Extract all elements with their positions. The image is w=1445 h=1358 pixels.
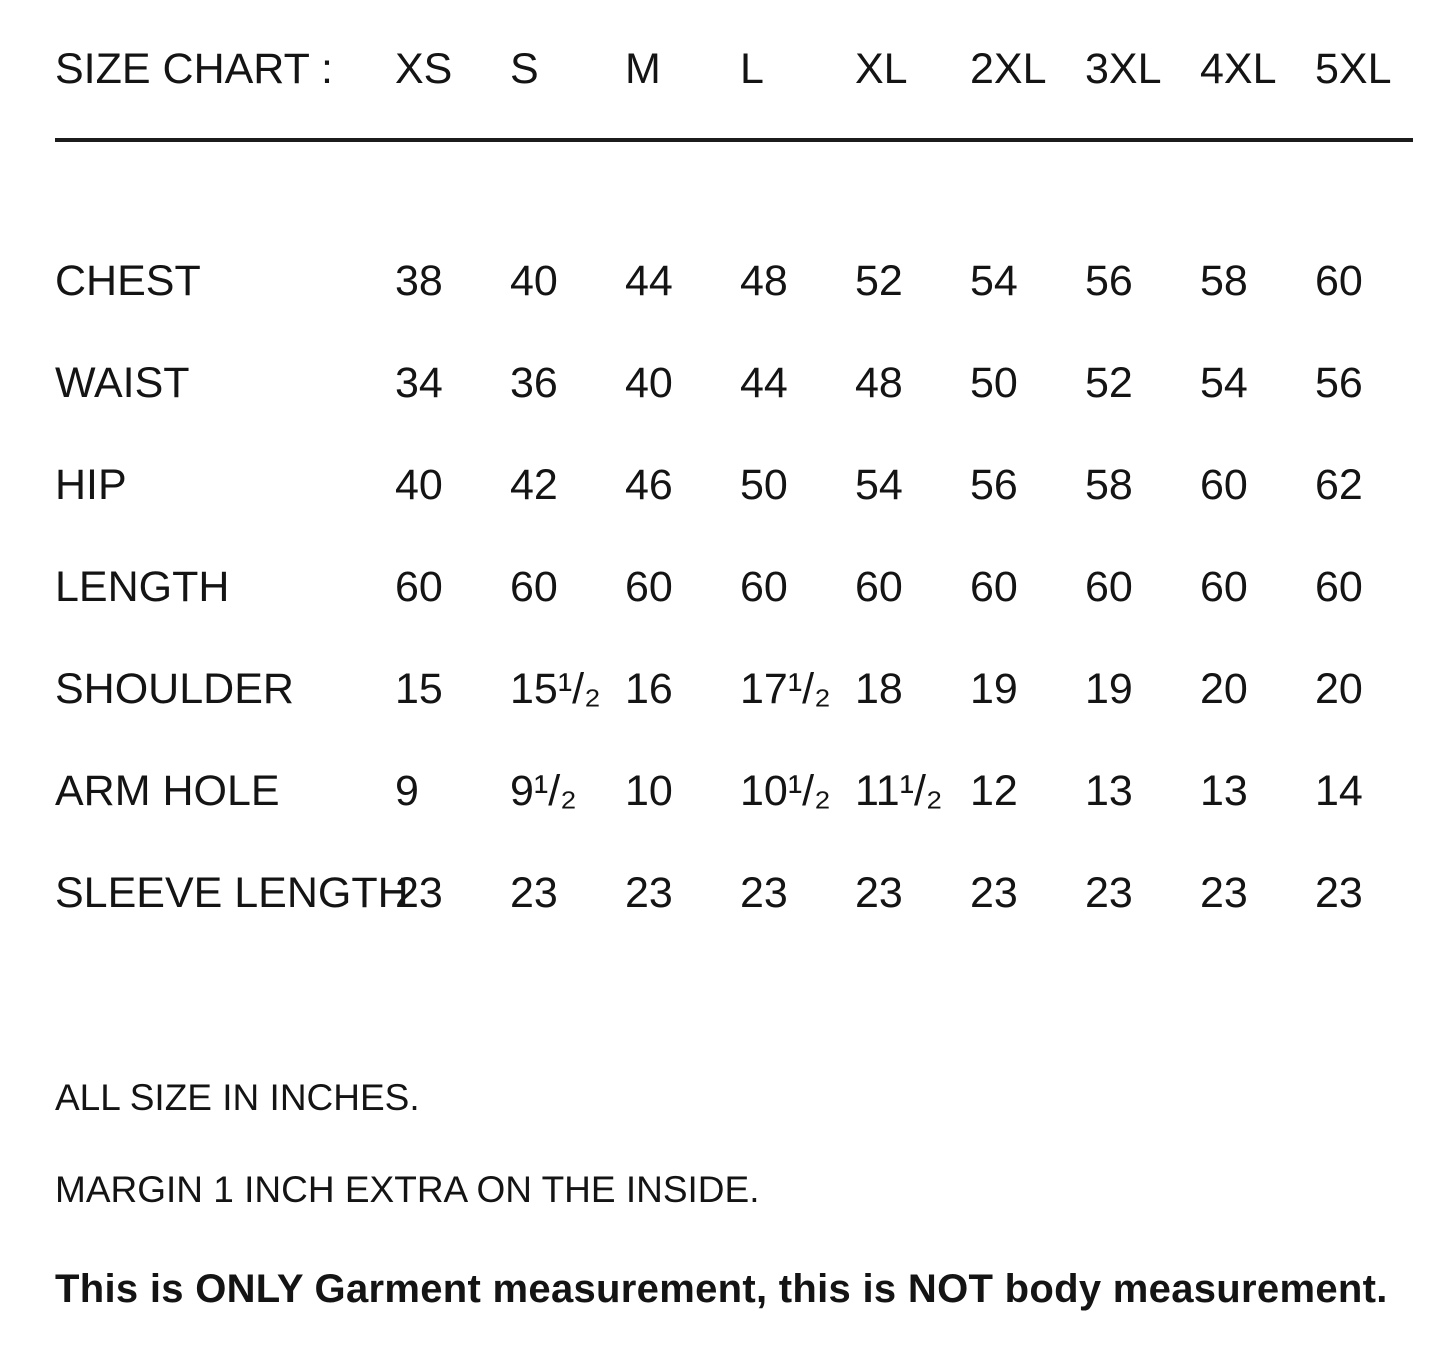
- cell-value: 58: [1085, 460, 1133, 509]
- size-column-l: L: [740, 44, 764, 93]
- cell-value: 60: [855, 562, 903, 611]
- size-column-m: M: [625, 44, 661, 93]
- cell-value: 56: [1315, 358, 1363, 407]
- cell-value: 12: [970, 766, 1018, 815]
- size-column-xs: XS: [395, 44, 453, 93]
- cell-value: 23: [970, 868, 1018, 917]
- cell-value: 23: [510, 868, 558, 917]
- size-column-5xl: 5XL: [1315, 44, 1392, 93]
- cell-value: 62: [1315, 460, 1363, 509]
- row-label: SHOULDER: [55, 664, 294, 713]
- cell-value: 44: [740, 358, 788, 407]
- cell-value: 10: [625, 766, 673, 815]
- cell-value: 15¹/₂: [510, 664, 601, 713]
- row-label: HIP: [55, 460, 127, 509]
- cell-value: 60: [1200, 562, 1248, 611]
- cell-value: 15: [395, 664, 443, 713]
- measurement-row-length: LENGTH 60 60 60 60 60 60 60 60 60: [55, 536, 1445, 638]
- note-garment-not-body-measurement: This is ONLY Garment measurement, this i…: [55, 1266, 1388, 1311]
- cell-value: 13: [1085, 766, 1133, 815]
- cell-value: 19: [970, 664, 1018, 713]
- cell-value: 46: [625, 460, 673, 509]
- measurement-row-chest: CHEST 38 40 44 48 52 54 56 58 60: [55, 230, 1445, 332]
- cell-value: 23: [1200, 868, 1248, 917]
- row-label: SLEEVE LENGTH: [55, 868, 409, 917]
- cell-value: 23: [1315, 868, 1363, 917]
- header-divider-line: [55, 138, 1413, 142]
- row-label: LENGTH: [55, 562, 230, 611]
- cell-value: 40: [510, 256, 558, 305]
- cell-value: 11¹/₂: [855, 766, 943, 815]
- cell-value: 60: [1315, 562, 1363, 611]
- cell-value: 23: [395, 868, 443, 917]
- cell-value: 38: [395, 256, 443, 305]
- cell-value: 60: [1315, 256, 1363, 305]
- cell-value: 10¹/₂: [740, 766, 831, 815]
- size-column-2xl: 2XL: [970, 44, 1047, 93]
- cell-value: 40: [625, 358, 673, 407]
- cell-value: 60: [740, 562, 788, 611]
- cell-value: 16: [625, 664, 673, 713]
- cell-value: 60: [510, 562, 558, 611]
- cell-value: 52: [855, 256, 903, 305]
- cell-value: 9: [395, 766, 419, 815]
- cell-value: 18: [855, 664, 903, 713]
- measurement-row-sleeve-length: SLEEVE LENGTH 23 23 23 23 23 23 23 23 23: [55, 842, 1445, 944]
- cell-value: 54: [970, 256, 1018, 305]
- measurement-row-shoulder: SHOULDER 15 15¹/₂ 16 17¹/₂ 18 19 19 20 2…: [55, 638, 1445, 740]
- cell-value: 42: [510, 460, 558, 509]
- cell-value: 23: [1085, 868, 1133, 917]
- cell-value: 19: [1085, 664, 1133, 713]
- footnotes: ALL SIZE IN INCHES. MARGIN 1 INCH EXTRA …: [55, 1076, 1445, 1313]
- cell-value: 60: [1200, 460, 1248, 509]
- measurement-row-waist: WAIST 34 36 40 44 48 50 52 54 56: [55, 332, 1445, 434]
- cell-value: 34: [395, 358, 443, 407]
- cell-value: 40: [395, 460, 443, 509]
- cell-value: 60: [625, 562, 673, 611]
- cell-value: 50: [970, 358, 1018, 407]
- cell-value: 23: [625, 868, 673, 917]
- cell-value: 14: [1315, 766, 1363, 815]
- note-all-sizes-in-inches: ALL SIZE IN INCHES.: [55, 1077, 420, 1118]
- note-margin-extra-inside: MARGIN 1 INCH EXTRA ON THE INSIDE.: [55, 1169, 760, 1211]
- size-column-s: S: [510, 44, 539, 93]
- cell-value: 23: [740, 868, 788, 917]
- cell-value: 20: [1315, 664, 1363, 713]
- size-column-xl: XL: [855, 44, 908, 93]
- cell-value: 20: [1200, 664, 1248, 713]
- size-chart-header-row: SIZE CHART : XS S M L XL 2XL 3XL 4XL 5XL: [55, 46, 1445, 92]
- cell-value: 52: [1085, 358, 1133, 407]
- row-label: WAIST: [55, 358, 190, 407]
- cell-value: 60: [970, 562, 1018, 611]
- cell-value: 60: [395, 562, 443, 611]
- cell-value: 54: [1200, 358, 1248, 407]
- cell-value: 36: [510, 358, 558, 407]
- cell-value: 50: [740, 460, 788, 509]
- size-chart-title: SIZE CHART :: [55, 44, 333, 93]
- measurement-row-hip: HIP 40 42 46 50 54 56 58 60 62: [55, 434, 1445, 536]
- cell-value: 48: [740, 256, 788, 305]
- cell-value: 48: [855, 358, 903, 407]
- size-column-3xl: 3XL: [1085, 44, 1162, 93]
- size-chart-sheet: SIZE CHART : XS S M L XL 2XL 3XL 4XL 5XL…: [55, 46, 1445, 1313]
- size-column-4xl: 4XL: [1200, 44, 1277, 93]
- cell-value: 44: [625, 256, 673, 305]
- cell-value: 58: [1200, 256, 1248, 305]
- cell-value: 60: [1085, 562, 1133, 611]
- cell-value: 56: [970, 460, 1018, 509]
- cell-value: 23: [855, 868, 903, 917]
- cell-value: 13: [1200, 766, 1248, 815]
- cell-value: 9¹/₂: [510, 766, 577, 815]
- row-label: CHEST: [55, 256, 201, 305]
- cell-value: 56: [1085, 256, 1133, 305]
- measurement-rows: CHEST 38 40 44 48 52 54 56 58 60 WAIST 3…: [55, 230, 1445, 944]
- measurement-row-arm-hole: ARM HOLE 9 9¹/₂ 10 10¹/₂ 11¹/₂ 12 13 13 …: [55, 740, 1445, 842]
- cell-value: 54: [855, 460, 903, 509]
- row-label: ARM HOLE: [55, 766, 280, 815]
- cell-value: 17¹/₂: [740, 664, 831, 713]
